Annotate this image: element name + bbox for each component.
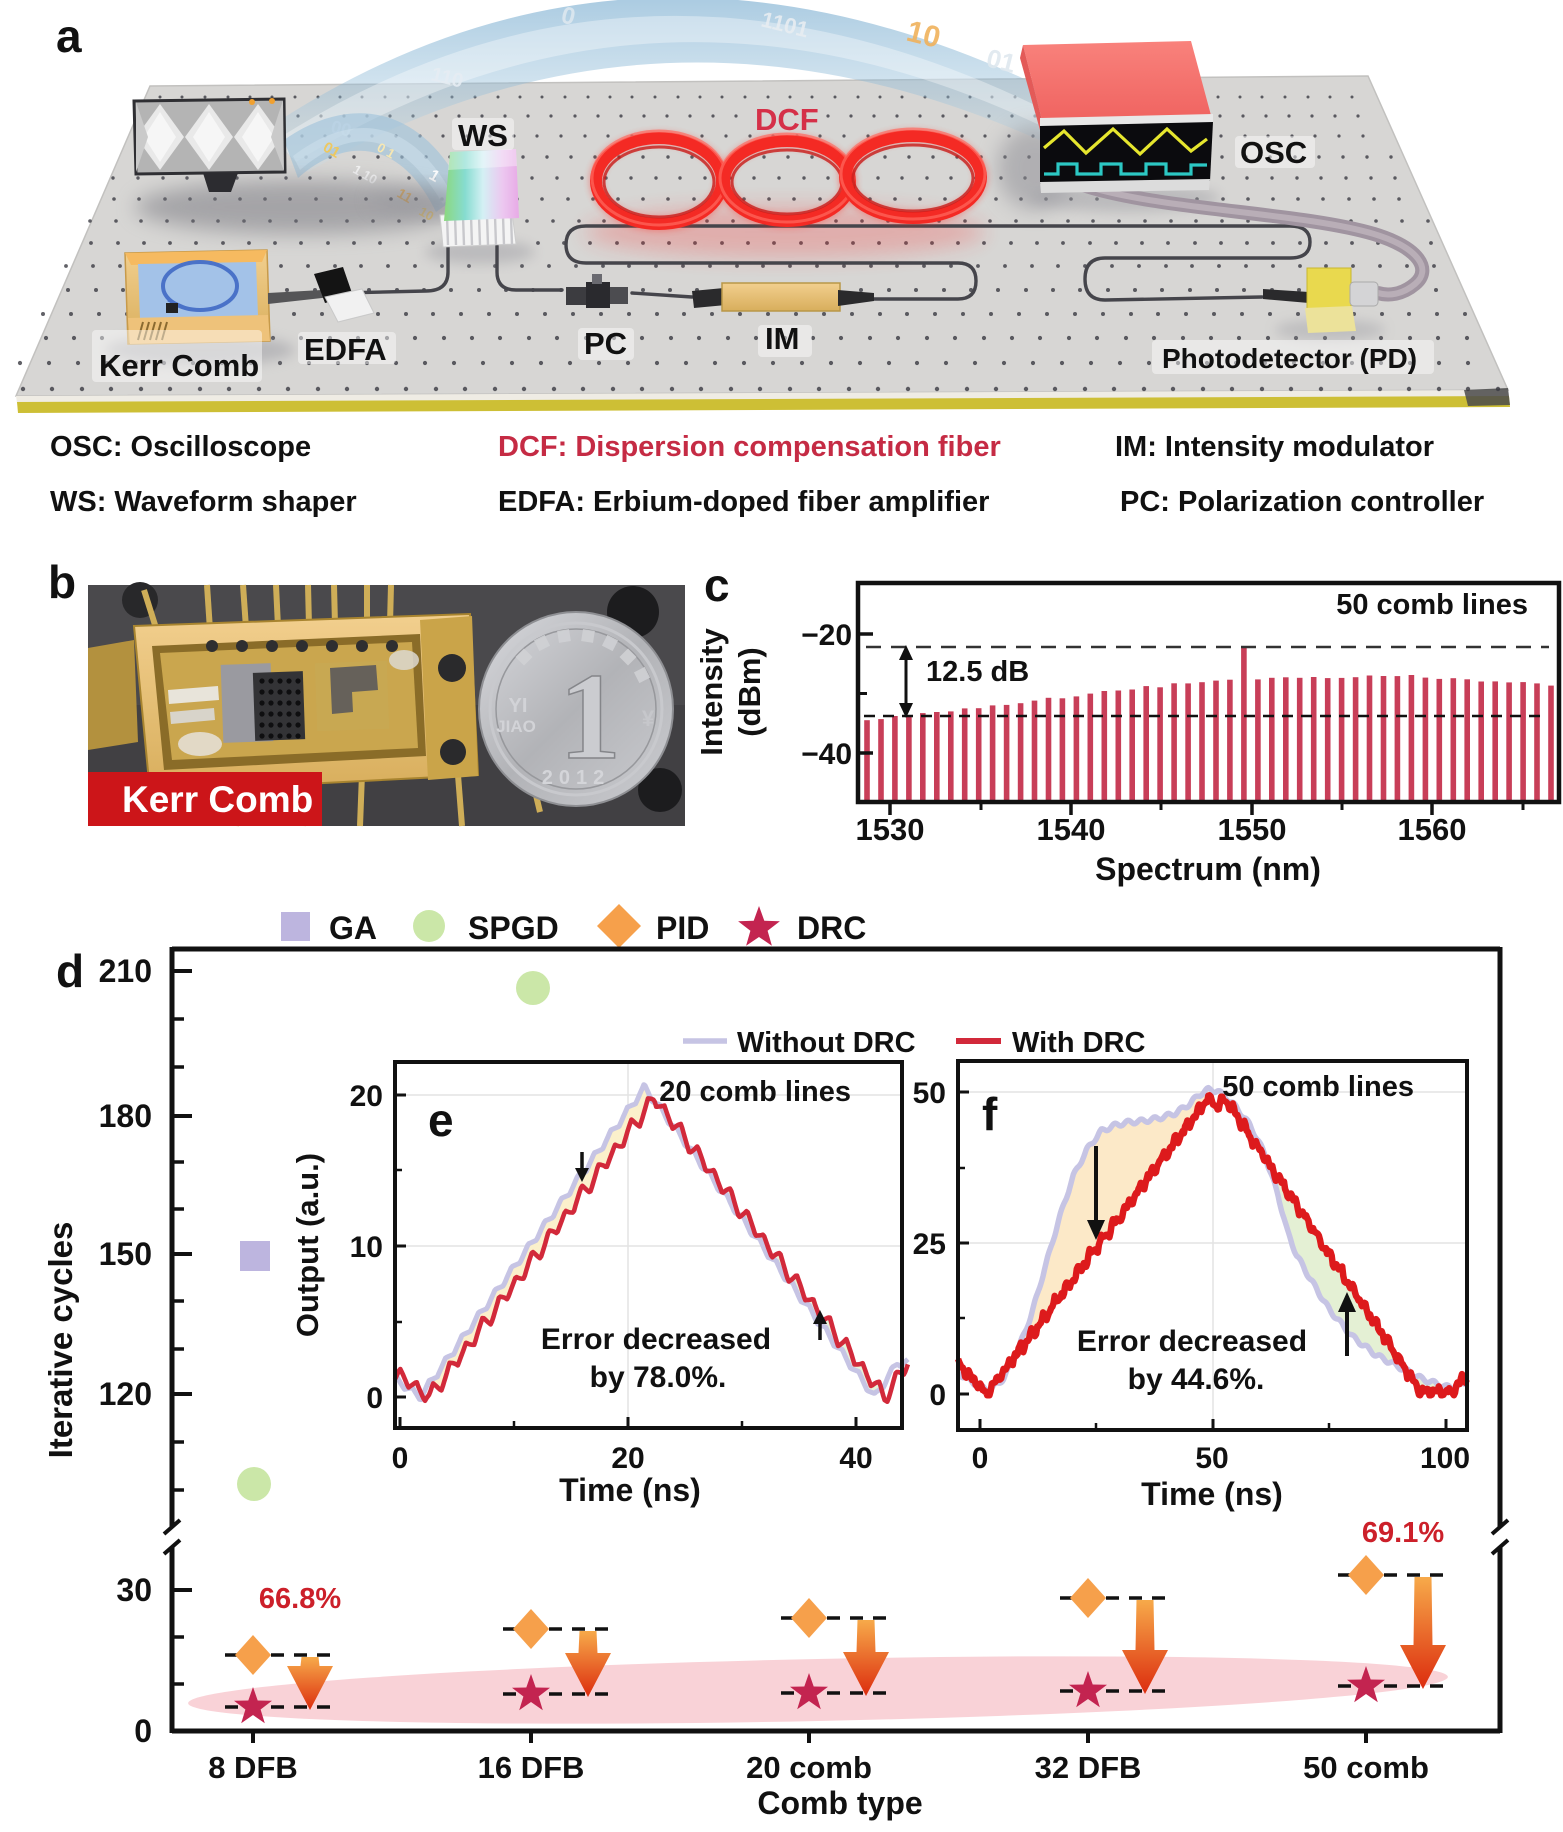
svg-text:1560: 1560 xyxy=(1398,812,1467,847)
svg-text:OSC: Oscilloscope: OSC: Oscilloscope xyxy=(50,431,311,463)
svg-text:69.1%: 69.1% xyxy=(1362,1517,1444,1549)
svg-text:WS: Waveform shaper: WS: Waveform shaper xyxy=(50,486,357,518)
svg-text:40: 40 xyxy=(839,1442,872,1475)
svg-text:a: a xyxy=(56,10,82,62)
svg-text:0: 0 xyxy=(929,1379,946,1412)
svg-text:0: 0 xyxy=(559,2,578,31)
svg-text:0: 0 xyxy=(134,1713,152,1749)
svg-text:20: 20 xyxy=(350,1080,383,1113)
svg-text:b: b xyxy=(48,556,76,608)
svg-text:WS: WS xyxy=(458,118,508,153)
svg-text:50: 50 xyxy=(913,1077,946,1110)
svg-text:by 78.0%.: by 78.0%. xyxy=(590,1361,727,1394)
svg-text:1550: 1550 xyxy=(1218,812,1287,847)
svg-text:c: c xyxy=(704,559,730,611)
svg-text:IM: Intensity modulator: IM: Intensity modulator xyxy=(1115,431,1434,463)
svg-text:20 comb lines: 20 comb lines xyxy=(659,1076,851,1108)
svg-text:180: 180 xyxy=(99,1098,152,1134)
svg-text:JIAO: JIAO xyxy=(496,717,536,736)
svg-text:32 DFB: 32 DFB xyxy=(1035,1750,1142,1785)
svg-text:DCF: Dispersion compensation f: DCF: Dispersion compensation fiber xyxy=(498,431,1001,463)
svg-text:Spectrum (nm): Spectrum (nm) xyxy=(1095,851,1321,887)
svg-text:50 comb: 50 comb xyxy=(1303,1750,1429,1785)
svg-text:f: f xyxy=(982,1088,998,1140)
svg-text:DRC: DRC xyxy=(797,910,866,946)
svg-text:20 comb: 20 comb xyxy=(746,1750,872,1785)
svg-text:12.5 dB: 12.5 dB xyxy=(926,656,1029,688)
svg-text:0: 0 xyxy=(392,1442,409,1475)
svg-text:210: 210 xyxy=(99,953,152,989)
svg-text:150: 150 xyxy=(99,1236,152,1272)
svg-text:30: 30 xyxy=(116,1572,152,1608)
svg-text:100: 100 xyxy=(1420,1442,1470,1475)
svg-text:PC: Polarization controller: PC: Polarization controller xyxy=(1120,486,1484,518)
svg-text:¥: ¥ xyxy=(642,706,655,731)
svg-text:1540: 1540 xyxy=(1037,812,1106,847)
svg-text:(dBm): (dBm) xyxy=(732,647,767,737)
svg-text:With DRC: With DRC xyxy=(1012,1027,1145,1059)
svg-text:0: 0 xyxy=(972,1442,989,1475)
svg-text:Time (ns): Time (ns) xyxy=(559,1472,701,1508)
svg-text:−20: −20 xyxy=(801,619,852,652)
svg-text:2012: 2012 xyxy=(542,767,611,789)
svg-text:Comb type: Comb type xyxy=(757,1785,922,1821)
svg-text:Error decreased: Error decreased xyxy=(1077,1325,1307,1358)
svg-text:PC: PC xyxy=(584,326,627,361)
svg-text:Kerr Comb: Kerr Comb xyxy=(99,348,259,383)
svg-text:Error decreased: Error decreased xyxy=(541,1323,771,1356)
svg-text:25: 25 xyxy=(913,1228,946,1261)
svg-text:10: 10 xyxy=(903,15,943,55)
svg-text:1530: 1530 xyxy=(856,812,925,847)
svg-text:120: 120 xyxy=(99,1376,152,1412)
svg-text:IM: IM xyxy=(765,321,799,356)
svg-text:Output (a.u.): Output (a.u.) xyxy=(290,1153,325,1337)
svg-text:Photodetector (PD): Photodetector (PD) xyxy=(1162,343,1417,374)
svg-text:d: d xyxy=(56,945,84,997)
svg-text:50: 50 xyxy=(1195,1442,1228,1475)
svg-text:DCF: DCF xyxy=(755,102,819,137)
svg-text:YI: YI xyxy=(509,695,528,717)
svg-text:01: 01 xyxy=(984,43,1019,79)
svg-text:10: 10 xyxy=(350,1231,383,1264)
svg-text:20: 20 xyxy=(611,1442,644,1475)
svg-text:Without DRC: Without DRC xyxy=(737,1027,916,1059)
svg-text:0: 0 xyxy=(366,1382,383,1415)
svg-text:Time (ns): Time (ns) xyxy=(1141,1476,1283,1512)
svg-text:66.8%: 66.8% xyxy=(259,1583,341,1615)
svg-text:−40: −40 xyxy=(801,738,852,771)
svg-text:EDFA: Erbium-doped fiber ampli: EDFA: Erbium-doped fiber amplifier xyxy=(498,486,989,518)
svg-text:1: 1 xyxy=(559,648,621,785)
svg-text:e: e xyxy=(428,1094,454,1146)
svg-text:SPGD: SPGD xyxy=(468,910,559,946)
svg-text:PID: PID xyxy=(656,910,709,946)
svg-text:50 comb lines: 50 comb lines xyxy=(1222,1071,1414,1103)
svg-text:by 44.6%.: by 44.6%. xyxy=(1128,1363,1265,1396)
svg-text:Kerr Comb: Kerr Comb xyxy=(122,779,313,820)
svg-text:50 comb lines: 50 comb lines xyxy=(1336,589,1528,621)
svg-text:16 DFB: 16 DFB xyxy=(478,1750,585,1785)
svg-text:GA: GA xyxy=(329,910,377,946)
svg-text:Intensity: Intensity xyxy=(694,628,729,756)
svg-text:EDFA: EDFA xyxy=(304,332,387,367)
svg-text:Iterative cycles: Iterative cycles xyxy=(42,1222,79,1459)
svg-text:8 DFB: 8 DFB xyxy=(208,1750,298,1785)
svg-text:OSC: OSC xyxy=(1240,135,1307,170)
svg-text:01: 01 xyxy=(320,139,343,162)
